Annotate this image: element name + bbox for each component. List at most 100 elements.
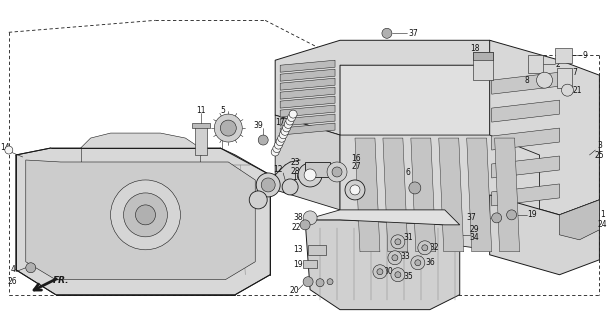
Text: 16: 16 <box>351 154 361 163</box>
Circle shape <box>136 205 156 225</box>
Circle shape <box>274 141 283 149</box>
Polygon shape <box>26 160 255 280</box>
Circle shape <box>123 193 167 237</box>
Circle shape <box>418 241 432 255</box>
Circle shape <box>377 269 383 275</box>
Polygon shape <box>280 69 335 81</box>
Text: 37: 37 <box>408 29 418 38</box>
Circle shape <box>562 84 573 96</box>
Polygon shape <box>340 135 539 250</box>
Text: 19: 19 <box>293 260 303 269</box>
Bar <box>195 125 207 155</box>
Circle shape <box>279 131 288 139</box>
Circle shape <box>395 272 401 278</box>
Text: 13: 13 <box>293 245 303 254</box>
Polygon shape <box>411 138 436 252</box>
Text: FR.: FR. <box>53 276 69 285</box>
Text: 5: 5 <box>323 167 328 176</box>
Text: 27: 27 <box>351 163 361 172</box>
Circle shape <box>345 180 365 200</box>
Circle shape <box>285 120 292 128</box>
Bar <box>528 55 542 73</box>
Text: 7: 7 <box>572 68 577 77</box>
Polygon shape <box>275 40 539 135</box>
Polygon shape <box>492 128 559 150</box>
Text: 6: 6 <box>406 168 410 178</box>
Polygon shape <box>280 87 335 99</box>
Circle shape <box>261 178 275 192</box>
Circle shape <box>391 268 405 282</box>
Text: 34: 34 <box>470 233 480 242</box>
Bar <box>472 52 492 80</box>
Polygon shape <box>280 96 335 108</box>
Polygon shape <box>280 78 335 90</box>
Circle shape <box>373 265 387 279</box>
Circle shape <box>220 120 237 136</box>
Circle shape <box>273 145 281 153</box>
Text: 4: 4 <box>10 265 15 274</box>
Text: 14: 14 <box>0 142 10 152</box>
Text: 22: 22 <box>291 223 301 232</box>
Text: 26: 26 <box>8 277 18 286</box>
Circle shape <box>327 162 347 182</box>
Text: 39: 39 <box>254 121 263 130</box>
Circle shape <box>411 256 425 270</box>
Text: 11: 11 <box>196 106 206 115</box>
Circle shape <box>303 211 317 225</box>
Circle shape <box>316 279 324 287</box>
Text: 12: 12 <box>274 165 283 174</box>
Circle shape <box>278 134 286 142</box>
Polygon shape <box>305 220 460 310</box>
Circle shape <box>304 169 316 181</box>
Polygon shape <box>489 195 599 275</box>
Text: 35: 35 <box>403 272 413 281</box>
Polygon shape <box>275 115 340 210</box>
Circle shape <box>298 163 322 187</box>
Text: 25: 25 <box>595 150 604 159</box>
Text: 18: 18 <box>470 44 480 53</box>
Bar <box>305 162 330 177</box>
Circle shape <box>350 185 360 195</box>
Circle shape <box>415 260 421 266</box>
Circle shape <box>409 182 421 194</box>
Circle shape <box>286 117 294 125</box>
Polygon shape <box>355 138 380 252</box>
Circle shape <box>26 263 36 273</box>
Text: 1: 1 <box>600 210 605 220</box>
Text: 36: 36 <box>425 258 435 267</box>
Polygon shape <box>383 138 408 252</box>
Circle shape <box>395 239 401 245</box>
Circle shape <box>492 213 502 223</box>
Polygon shape <box>280 123 335 135</box>
Text: 32: 32 <box>429 243 438 252</box>
Circle shape <box>281 127 289 135</box>
Circle shape <box>215 114 242 142</box>
Polygon shape <box>492 100 559 122</box>
Polygon shape <box>280 114 335 126</box>
Polygon shape <box>492 184 559 206</box>
Bar <box>308 245 326 255</box>
Circle shape <box>282 179 298 195</box>
Text: 37: 37 <box>467 213 477 222</box>
Circle shape <box>289 110 297 118</box>
Circle shape <box>327 279 333 285</box>
Circle shape <box>271 148 279 156</box>
Bar <box>554 48 573 63</box>
Text: 9: 9 <box>583 51 588 60</box>
Circle shape <box>391 235 405 249</box>
Circle shape <box>258 135 268 145</box>
Circle shape <box>506 210 517 220</box>
Text: 5: 5 <box>220 106 225 115</box>
Text: 8: 8 <box>524 76 529 85</box>
Text: 28: 28 <box>291 167 300 176</box>
Polygon shape <box>439 138 464 252</box>
Polygon shape <box>305 210 460 225</box>
Bar <box>558 68 573 88</box>
Bar <box>192 123 210 128</box>
Circle shape <box>256 173 280 197</box>
Polygon shape <box>280 105 335 117</box>
Polygon shape <box>492 72 559 94</box>
Circle shape <box>382 28 392 38</box>
Circle shape <box>300 220 310 230</box>
Text: 21: 21 <box>573 86 582 95</box>
